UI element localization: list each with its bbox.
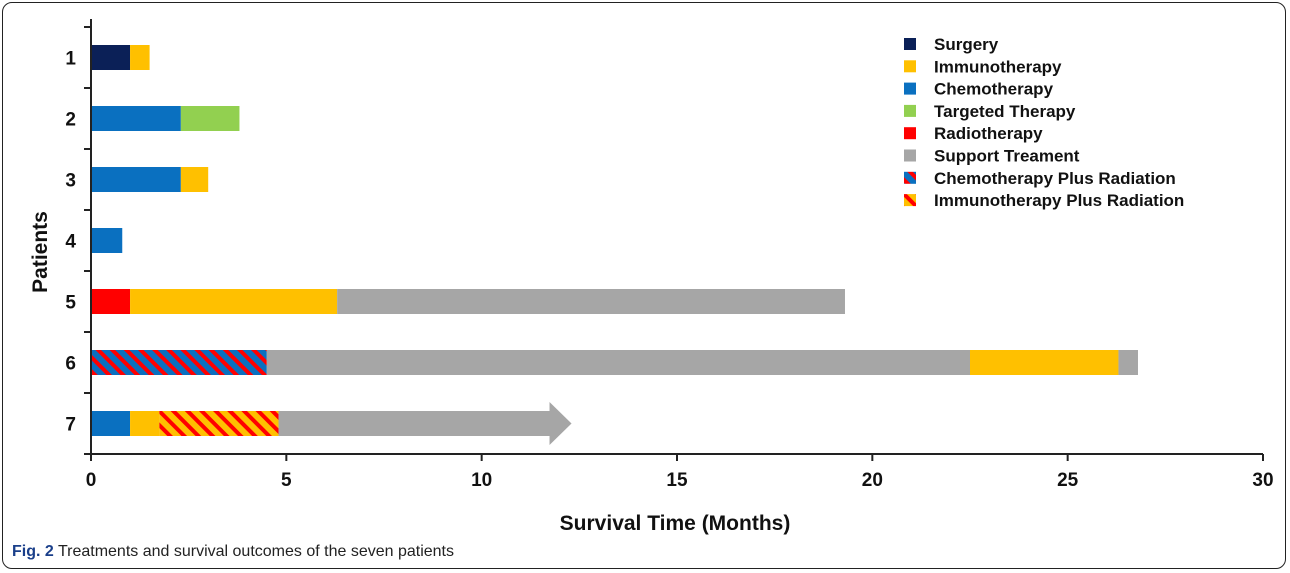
x-tick-label: 25 [1057, 470, 1079, 491]
bar-segment [91, 289, 131, 314]
bar-segment [970, 350, 1119, 375]
y-tick-label: 7 [65, 415, 76, 436]
figure-label: Fig. 2 [12, 543, 54, 560]
y-tick-label: 1 [65, 49, 76, 70]
axes-layer: 1 2 3 4 5 6 7 0 5 10 15 20 25 30 [65, 19, 1274, 491]
bar-segment [91, 45, 131, 70]
x-tick-label: 0 [86, 470, 97, 491]
legend-label: Immunotherapy [934, 57, 1062, 76]
bar-segment [1118, 350, 1138, 375]
bar-segment [337, 289, 845, 314]
bar-segment [91, 411, 131, 436]
legend-label: Immunotherapy Plus Radiation [934, 191, 1184, 210]
bar-segment [130, 289, 338, 314]
y-tick-label: 3 [65, 171, 76, 192]
legend-swatch [904, 149, 916, 162]
legend-label: Targeted Therapy [934, 102, 1076, 121]
bar-segment [91, 228, 123, 253]
bar-segment [180, 106, 240, 131]
legend-swatch [904, 127, 916, 140]
legend-swatch [904, 194, 916, 207]
y-tick-label: 2 [65, 110, 76, 131]
legend-swatch [904, 60, 916, 73]
x-tick-label: 10 [471, 470, 492, 491]
y-tick-label: 4 [65, 232, 76, 253]
legend-label: Chemotherapy Plus Radiation [934, 169, 1176, 188]
x-axis-title: Survival Time (Months) [560, 512, 791, 535]
bar-segment [91, 106, 181, 131]
legend-swatch [904, 38, 916, 50]
legend-label: Radiotherapy [934, 124, 1043, 143]
figure-caption: Fig. 2 Treatments and survival outcomes … [12, 543, 454, 561]
bar-segment [91, 167, 181, 192]
bar-segment [130, 411, 160, 436]
bar-segment [130, 45, 150, 70]
bar-segment [266, 350, 970, 375]
x-tick-label: 30 [1252, 470, 1273, 491]
y-tick-label: 5 [65, 293, 76, 314]
survival-chart: 1 2 3 4 5 6 7 0 5 10 15 20 25 30 Surgery Immunotherapy… [29, 19, 1274, 535]
y-axis-title: Patients [29, 211, 52, 293]
bar-segment [180, 167, 209, 192]
legend-swatch [904, 171, 916, 184]
bars-layer [91, 45, 1138, 445]
x-tick-label: 5 [281, 470, 292, 491]
bar-segment [159, 411, 279, 436]
bar-segment-arrow [278, 402, 572, 445]
legend-swatch [904, 104, 916, 117]
figure-caption-text: Treatments and survival outcomes of the … [57, 543, 454, 560]
legend-swatch [904, 82, 916, 95]
legend: Surgery Immunotherapy Chemotherapy Targeted… [904, 35, 1184, 210]
x-tick-label: 20 [862, 470, 883, 491]
y-tick-label: 6 [65, 354, 76, 375]
x-tick-label: 15 [666, 470, 688, 491]
bar-segment [91, 350, 267, 375]
legend-label: Support Treament [934, 147, 1080, 166]
legend-label: Chemotherapy [934, 80, 1054, 99]
legend-label: Surgery [934, 35, 999, 54]
